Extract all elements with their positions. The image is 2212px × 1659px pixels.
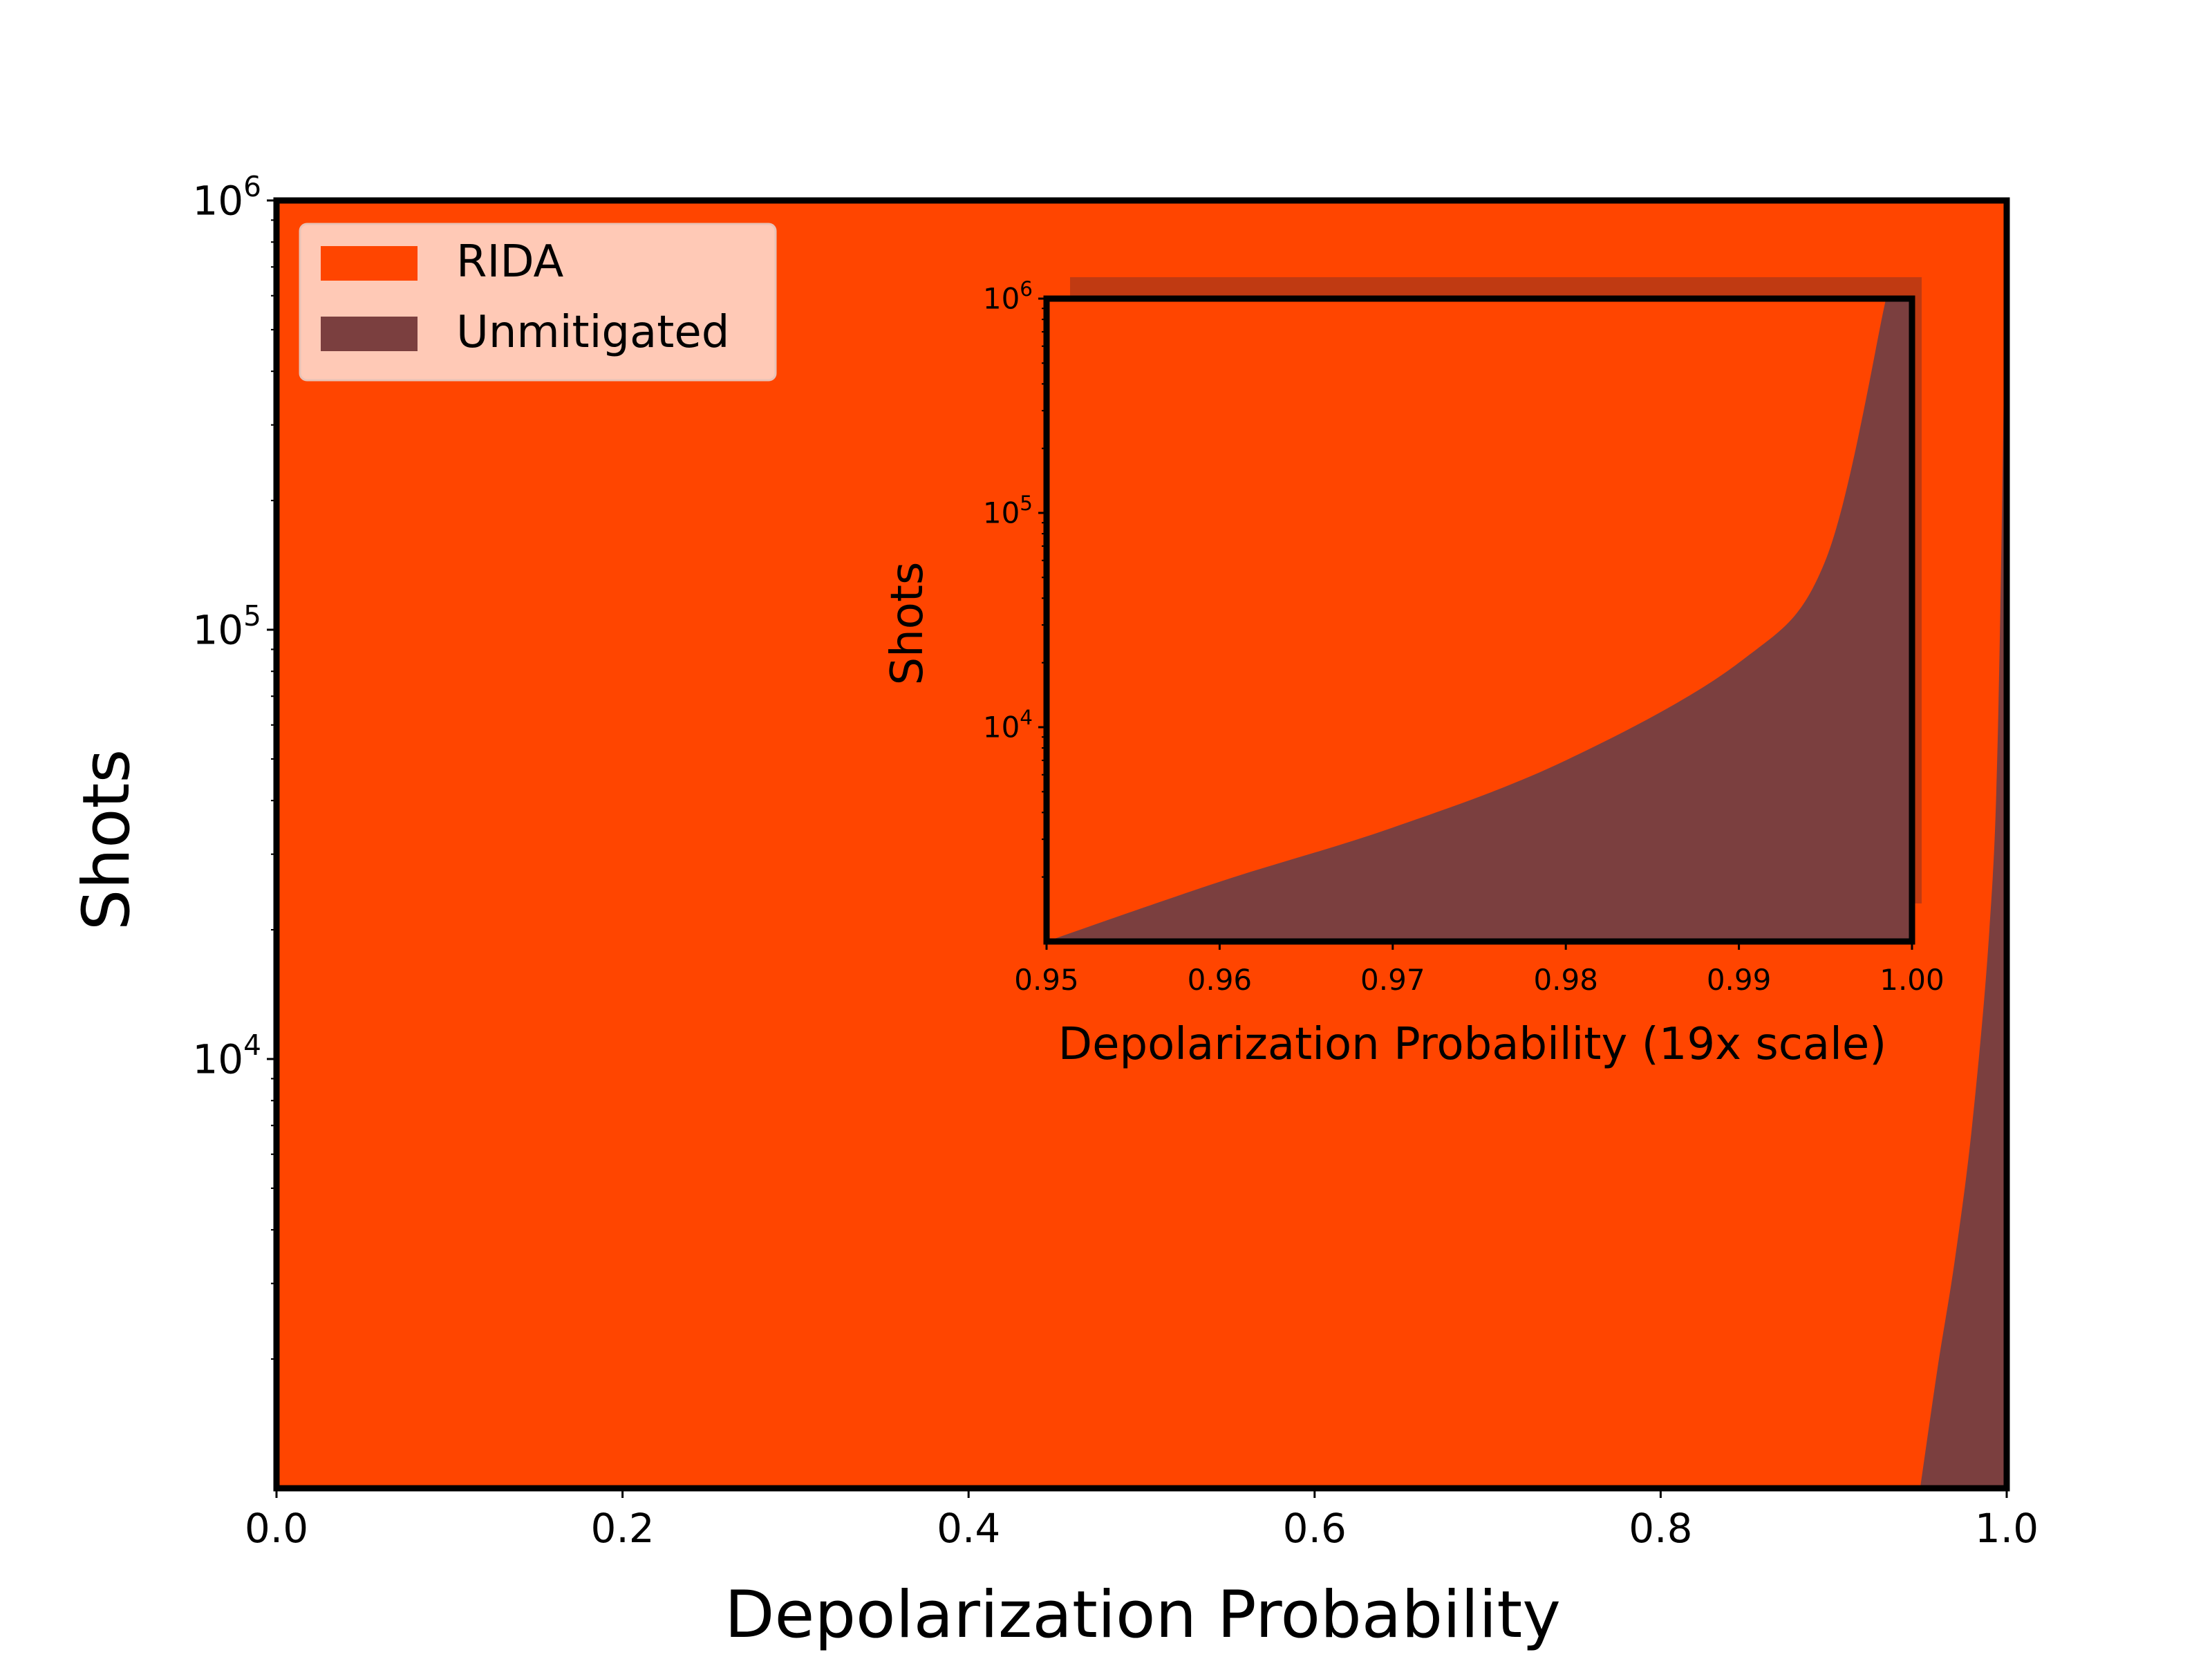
x-axis-ticks: 0.0 0.2 0.4 0.6 0.8 1.0 <box>245 1488 2038 1552</box>
inset-plot-frame <box>1043 295 1915 945</box>
inset-x-axis-label: Depolarization Probability (19x scale) <box>1058 1019 1886 1070</box>
inset-y-axis-label: Shots <box>882 562 933 686</box>
x-tick-label: 0.98 <box>1533 963 1598 997</box>
y-axis-ticks: 104 105 106 <box>192 170 276 1082</box>
y-axis-label: Shots <box>69 749 144 931</box>
legend-label-unmitigated: Unmitigated <box>456 307 729 358</box>
x-axis-label: Depolarization Probability <box>724 1577 1561 1653</box>
legend-label-rida: RIDA <box>456 236 564 288</box>
inset-x-axis-ticks: 0.95 0.96 0.97 0.98 0.99 1.00 <box>1014 941 1944 997</box>
y-tick-label: 105 <box>983 491 1033 530</box>
y-tick-label: 105 <box>192 599 261 653</box>
x-tick-label: 0.95 <box>1014 963 1079 997</box>
unmitigated-area <box>1920 200 2007 1488</box>
inset-unmitigated-area <box>1047 299 1912 941</box>
x-tick-label: 0.96 <box>1188 963 1253 997</box>
y-tick-label: 104 <box>983 706 1033 744</box>
x-tick-label: 0.4 <box>937 1505 1000 1552</box>
inset-y-axis-ticks: 104 105 106 <box>983 277 1047 744</box>
x-tick-label: 1.0 <box>1975 1505 2038 1552</box>
legend-swatch-unmitigated <box>321 317 418 351</box>
x-tick-label: 0.2 <box>590 1505 654 1552</box>
x-tick-label: 1.00 <box>1880 963 1944 997</box>
x-tick-label: 0.97 <box>1360 963 1425 997</box>
legend-swatch-rida <box>321 246 418 281</box>
y-tick-label: 106 <box>983 277 1033 316</box>
x-tick-label: 0.0 <box>245 1505 308 1552</box>
plot-frame <box>273 197 2010 1492</box>
y-tick-label: 106 <box>192 170 261 224</box>
x-tick-label: 0.6 <box>1283 1505 1347 1552</box>
x-tick-label: 0.8 <box>1629 1505 1692 1552</box>
x-tick-label: 0.99 <box>1707 963 1772 997</box>
y-tick-label: 104 <box>192 1029 261 1082</box>
inset-axes: 0.95 0.96 0.97 0.98 0.99 1.00 104 105 106 Depol… <box>882 277 1944 1070</box>
legend: RIDA Unmitigated <box>299 223 777 382</box>
legend-box <box>299 223 777 382</box>
